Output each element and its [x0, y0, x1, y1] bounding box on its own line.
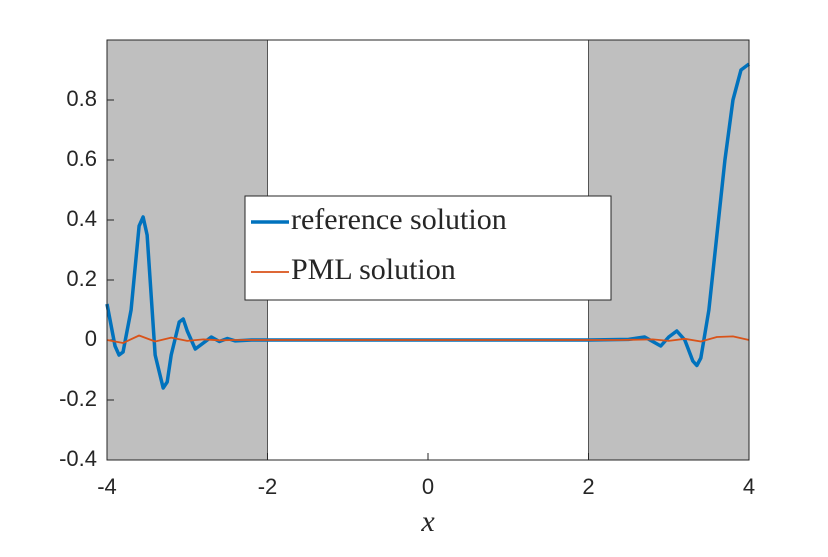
y-tick-label: 0 — [85, 326, 97, 351]
legend-label: reference solution — [291, 203, 507, 236]
x-axis-label: x — [420, 505, 435, 538]
y-tick-label: 0.2 — [66, 266, 97, 291]
shaded-region — [588, 39, 750, 461]
y-tick-label: 0.6 — [66, 146, 97, 171]
y-tick-label: -0.4 — [59, 446, 97, 471]
x-tick-label: 0 — [422, 474, 434, 499]
x-tick-label: 2 — [582, 474, 594, 499]
x-tick-label: -4 — [97, 474, 117, 499]
y-tick-label: 0.8 — [66, 86, 97, 111]
y-tick-label: -0.2 — [59, 386, 97, 411]
legend-box — [244, 195, 612, 301]
axes-box — [106, 39, 750, 461]
x-tick-label: 4 — [743, 474, 755, 499]
line — [106, 334, 750, 344]
y-tick-label: 0.4 — [66, 206, 97, 231]
x-tick-label: -2 — [258, 474, 278, 499]
shaded-region — [106, 39, 268, 461]
legend-label: PML solution — [291, 253, 456, 286]
